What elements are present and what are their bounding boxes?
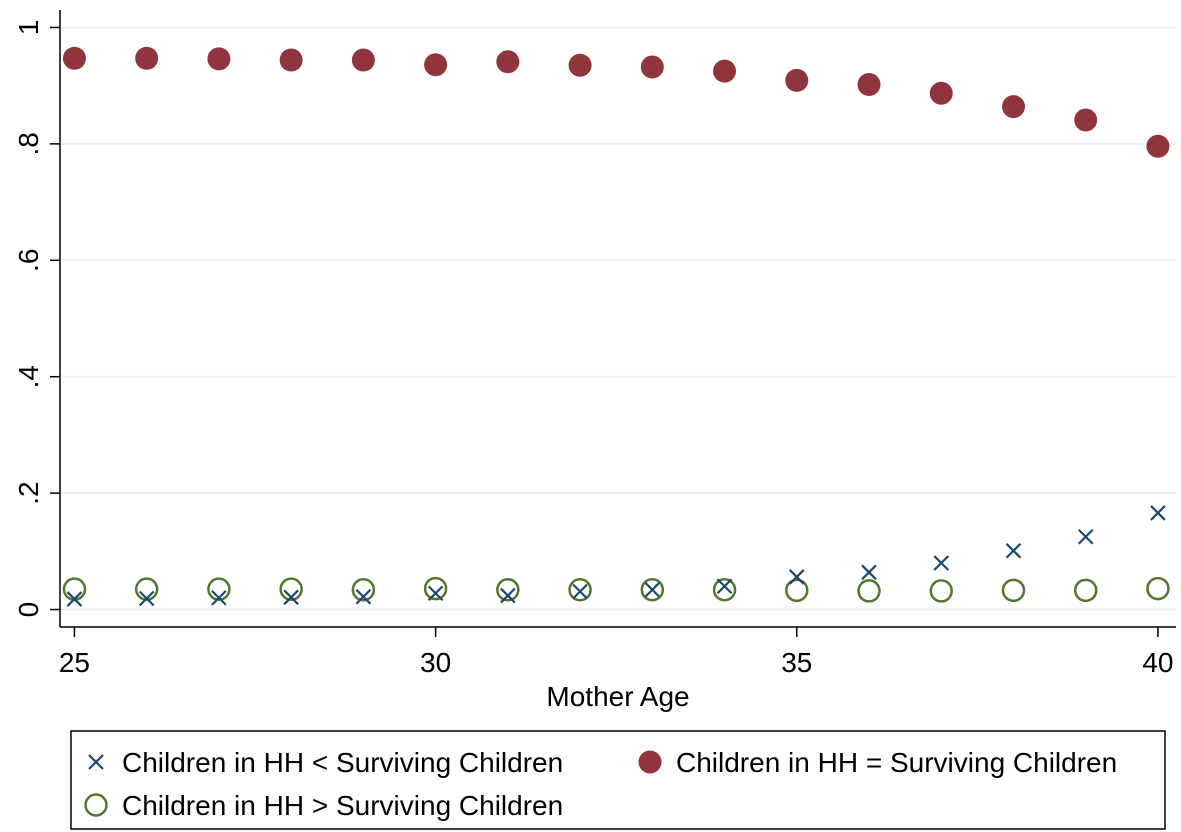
series-0-point: [283, 589, 299, 606]
series-1-point: [568, 53, 592, 77]
series-1-point: [135, 46, 159, 70]
series-0-point: [500, 587, 516, 604]
series-2-point: [785, 578, 809, 603]
y-tick-label: .8: [13, 132, 44, 155]
series-2: [62, 576, 1170, 603]
y-axis: 0 .2 .4 .6 .8 1: [13, 10, 61, 627]
series-2-point: [279, 577, 303, 601]
series-2-point: [207, 577, 231, 601]
series-0-point: [1005, 542, 1022, 559]
series-0-point-stroke-b: [1005, 542, 1022, 559]
series-0-point: [66, 591, 83, 607]
series-2-point: [712, 577, 737, 602]
series-0-point-stroke-b: [355, 588, 372, 605]
series-0-point-stroke-b: [211, 590, 227, 606]
legend-label-0: Children in HH < Surviving Children: [122, 747, 563, 778]
series-1-point: [785, 68, 809, 92]
plot-marks: [62, 46, 1170, 607]
series-1: [62, 46, 1170, 158]
series-0-point-stroke-b: [1150, 505, 1166, 521]
y-tick-label: 0: [13, 602, 44, 618]
series-1-point: [1146, 134, 1170, 158]
series-0-point-stroke-b: [500, 587, 516, 604]
series-0-point: [1077, 529, 1094, 545]
legend-label-1: Children in HH = Surviving Children: [676, 747, 1117, 778]
series-1-point: [207, 47, 231, 71]
series-0-point: [861, 564, 877, 581]
x-tick-label: 35: [781, 647, 812, 678]
legend-label-2: Children in HH > Surviving Children: [122, 790, 563, 821]
series-2-point: [1001, 578, 1026, 603]
series-0-point-stroke-b: [1077, 529, 1094, 545]
legend-marker-0-stroke-b: [88, 754, 104, 770]
y-tick-label: 1: [13, 20, 44, 36]
series-2-point: [1146, 576, 1170, 601]
legend-marker-2: [84, 793, 108, 817]
series-1-point: [496, 50, 520, 74]
series-0-point-stroke-b: [572, 583, 588, 600]
series-2-point: [857, 579, 881, 603]
series-0-point-stroke-b: [138, 590, 155, 607]
series-2-point: [351, 577, 376, 602]
y-tick-label: .2: [13, 481, 44, 504]
series-2-point: [929, 579, 953, 603]
series-1-point: [857, 73, 881, 97]
series-0-point-stroke-b: [933, 555, 950, 571]
series-1-point: [1074, 108, 1098, 132]
series-0-point: [355, 588, 372, 605]
series-0-point: [788, 569, 805, 585]
series-0-point: [716, 578, 733, 595]
series-1-point: [424, 53, 448, 77]
series-0-point: [933, 555, 950, 571]
series-0-point: [138, 590, 155, 607]
legend-marker-0: [88, 754, 104, 770]
series-1-point: [279, 48, 303, 72]
series-1-point: [640, 55, 664, 79]
legend-marker-1: [638, 750, 662, 774]
series-0-point-stroke-b: [788, 569, 805, 585]
y-tick-label: .6: [13, 249, 44, 272]
x-tick-label: 40: [1142, 647, 1173, 678]
series-0-point-stroke-b: [66, 591, 83, 607]
series-2-point: [496, 577, 520, 602]
series-2-point: [568, 577, 592, 602]
x-tick-label: 30: [420, 647, 451, 678]
y-tick-label: .4: [13, 365, 44, 388]
legend: Children in HH < Surviving Children Child…: [70, 730, 1166, 830]
gridlines: [60, 26, 1176, 611]
x-tick-label: 25: [59, 647, 90, 678]
series-1-point: [713, 59, 737, 83]
series-1-point: [1001, 95, 1025, 119]
series-0-point-stroke-b: [644, 581, 661, 598]
series-0-point-stroke-b: [861, 564, 877, 581]
x-axis-title: Mother Age: [546, 681, 689, 712]
series-1-point: [351, 48, 375, 72]
legend-box: [70, 730, 1166, 830]
series-2-point: [640, 577, 665, 602]
series-0-point: [427, 585, 444, 602]
series-2-point: [423, 576, 448, 601]
series-0-point: [1150, 505, 1166, 521]
series-0-point: [644, 581, 661, 598]
series-0-point: [211, 590, 227, 606]
series-0: [66, 505, 1166, 607]
series-2-point: [1073, 578, 1098, 603]
series-0-point: [572, 583, 588, 600]
series-1-point: [62, 46, 86, 70]
series-0-point-stroke-b: [283, 589, 299, 606]
series-1-point: [929, 81, 953, 105]
series-0-point-stroke-b: [716, 578, 733, 595]
x-axis: 25 30 35 40: [59, 626, 1176, 678]
series-0-point-stroke-b: [427, 585, 444, 602]
